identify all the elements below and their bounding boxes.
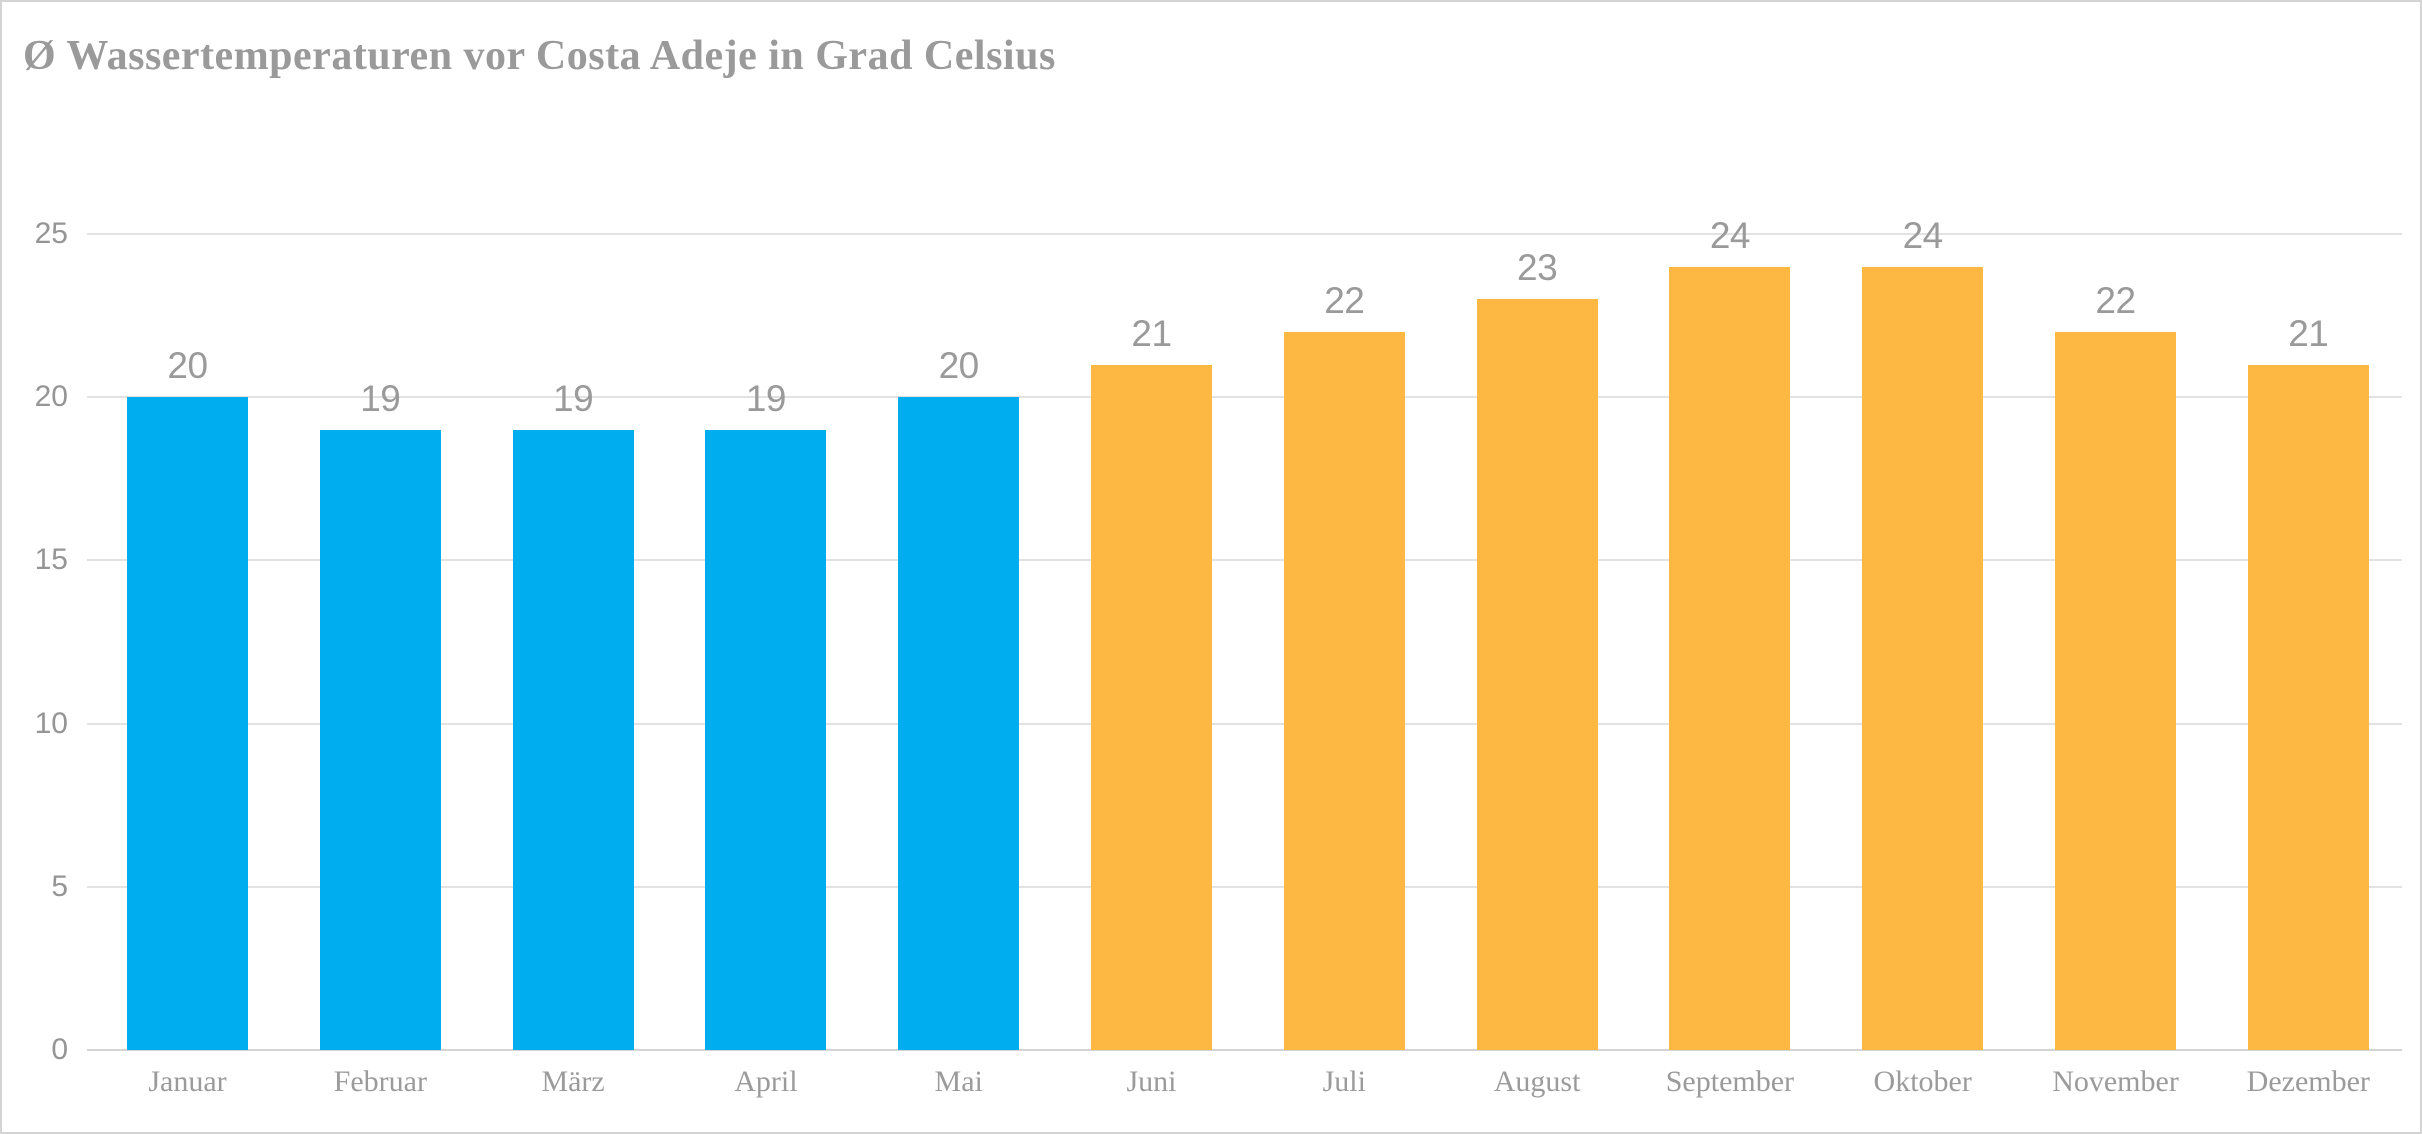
bar-september <box>1669 266 1791 1050</box>
bar-value-label-september: 24 <box>1709 214 1751 256</box>
bar-november <box>2055 331 2176 1050</box>
gridline-0 <box>87 1049 2402 1051</box>
gridline-20 <box>87 396 2402 399</box>
bar-mai <box>898 397 1020 1050</box>
bar-januar <box>127 397 248 1050</box>
x-axis-label-november: November <box>2052 1065 2179 1098</box>
bar-oktober <box>1862 266 1984 1050</box>
x-axis-label-juli: Juli <box>1322 1065 1366 1098</box>
x-axis-label-juni: Juni <box>1126 1065 1177 1098</box>
bar-august <box>1476 299 1598 1050</box>
bar-value-label-juni: 21 <box>1131 312 1172 354</box>
x-axis-label-januar: Januar <box>148 1065 227 1098</box>
x-axis-label-april: April <box>734 1065 798 1098</box>
x-axis-label-august: August <box>1493 1065 1581 1098</box>
bar-value-label-mrz: 19 <box>553 377 594 419</box>
bar-value-label-juli: 22 <box>1324 279 1365 321</box>
bar-value-label-februar: 19 <box>360 377 401 419</box>
x-axis-label-mai: Mai <box>934 1065 983 1098</box>
gridline-5 <box>87 885 2402 888</box>
bar-value-label-januar: 20 <box>167 345 208 387</box>
chart-title: Ø Wassertemperaturen vor Costa Adeje in … <box>23 33 1056 79</box>
gridline-25 <box>87 233 2402 235</box>
bar-value-label-mai: 20 <box>938 345 980 387</box>
bar-value-label-august: 23 <box>1517 247 1558 289</box>
bar-value-label-november: 22 <box>2095 279 2136 321</box>
y-axis-tick-label-0: 0 <box>51 1033 68 1066</box>
bar-mrz <box>512 429 634 1050</box>
gridline-10 <box>87 722 2402 725</box>
bar-value-label-dezember: 21 <box>2288 312 2329 354</box>
bar-value-label-april: 19 <box>745 377 787 419</box>
y-axis-tick-label-5: 5 <box>51 869 68 903</box>
bar-dezember <box>2247 364 2369 1050</box>
y-axis-tick-label-15: 15 <box>34 543 68 577</box>
bar-value-label-oktober: 24 <box>1902 214 1944 256</box>
bar-juni <box>1091 364 1212 1050</box>
bar-februar <box>319 429 441 1050</box>
x-axis-label-mrz: März <box>541 1065 605 1098</box>
y-axis-tick-label-10: 10 <box>34 706 68 740</box>
x-axis-label-februar: Februar <box>333 1065 427 1098</box>
x-axis-label-september: September <box>1665 1065 1795 1098</box>
y-axis-tick-label-20: 20 <box>34 380 68 414</box>
gridline-15 <box>87 559 2402 562</box>
bar-juli <box>1283 331 1405 1050</box>
x-axis-label-dezember: Dezember <box>2246 1065 2370 1098</box>
x-axis-label-oktober: Oktober <box>1873 1065 1972 1098</box>
y-axis-tick-label-25: 25 <box>34 217 68 250</box>
bar-april <box>705 429 827 1050</box>
